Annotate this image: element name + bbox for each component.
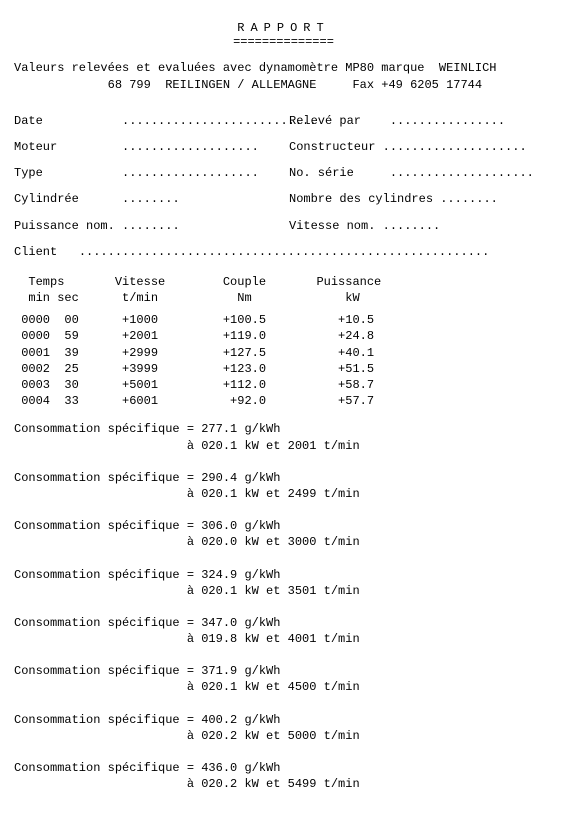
field-gap bbox=[43, 113, 122, 129]
field-dots-left: ........................... bbox=[122, 113, 316, 129]
consumption-block: Consommation spécifique = 277.1 g/kWh à … bbox=[14, 421, 553, 453]
field-right: Relevé par ................ bbox=[289, 113, 553, 129]
data-row: 0001 39 +2999 +127.5 +40.1 bbox=[14, 345, 553, 361]
field-dots-right: ................ bbox=[390, 113, 505, 129]
consumption-block: Consommation spécifique = 324.9 g/kWh à … bbox=[14, 567, 553, 599]
field-gap bbox=[433, 191, 440, 207]
field-left: Puissance nom. ........ bbox=[14, 218, 289, 234]
field-right: No. série .................... bbox=[289, 165, 553, 181]
field-dots-right: .................... bbox=[390, 165, 534, 181]
data-row: 0002 25 +3999 +123.0 +51.5 bbox=[14, 361, 553, 377]
report-title-underline: ============== bbox=[14, 34, 553, 50]
header-block: Valeurs relevées et evaluées avec dynamo… bbox=[14, 60, 553, 92]
data-row: 0003 30 +5001 +112.0 +58.7 bbox=[14, 377, 553, 393]
field-row-client: Client .................................… bbox=[14, 244, 553, 260]
data-row: 0004 33 +6001 +92.0 +57.7 bbox=[14, 393, 553, 409]
header-line-2: 68 799 REILINGEN / ALLEMAGNE Fax +49 620… bbox=[14, 77, 553, 93]
field-label-right: No. série bbox=[289, 165, 354, 181]
field-label-left: Puissance nom. bbox=[14, 218, 115, 234]
field-gap bbox=[43, 165, 122, 181]
field-label-left: Cylindrée bbox=[14, 191, 79, 207]
fields-section: Date ...........................Relevé p… bbox=[14, 113, 553, 260]
field-gap bbox=[361, 113, 390, 129]
field-dots-left: ................... bbox=[122, 165, 259, 181]
field-label-left: Moteur bbox=[14, 139, 57, 155]
field-dots-client bbox=[57, 244, 79, 260]
field-gap bbox=[57, 139, 122, 155]
data-rows: 0000 00 +1000 +100.5 +10.5 0000 59 +2001… bbox=[14, 312, 553, 409]
field-label-left: Type bbox=[14, 165, 43, 181]
field-label-client: Client bbox=[14, 244, 57, 260]
data-header-2: min sec t/min Nm kW bbox=[14, 290, 553, 306]
consumption-block: Consommation spécifique = 436.0 g/kWh à … bbox=[14, 760, 553, 792]
data-row: 0000 59 +2001 +119.0 +24.8 bbox=[14, 328, 553, 344]
field-label-right: Constructeur bbox=[289, 139, 375, 155]
field-dots-left: ........ bbox=[122, 191, 180, 207]
field-right: Constructeur .................... bbox=[289, 139, 553, 155]
field-dots-right: .................... bbox=[383, 139, 527, 155]
field-dots-right: ........ bbox=[383, 218, 441, 234]
field-label-right: Vitesse nom. bbox=[289, 218, 375, 234]
consumption-block: Consommation spécifique = 347.0 g/kWh à … bbox=[14, 615, 553, 647]
field-dots-right: ........ bbox=[440, 191, 498, 207]
consumption-block: Consommation spécifique = 400.2 g/kWh à … bbox=[14, 712, 553, 744]
field-label-right: Nombre des cylindres bbox=[289, 191, 433, 207]
consumption-block: Consommation spécifique = 306.0 g/kWh à … bbox=[14, 518, 553, 550]
field-gap bbox=[115, 218, 122, 234]
field-left: Type ................... bbox=[14, 165, 289, 181]
data-row: 0000 00 +1000 +100.5 +10.5 bbox=[14, 312, 553, 328]
field-label-right: Relevé par bbox=[289, 113, 361, 129]
field-row: Cylindrée ........Nombre des cylindres .… bbox=[14, 191, 553, 207]
consumption-block: Consommation spécifique = 290.4 g/kWh à … bbox=[14, 470, 553, 502]
field-gap bbox=[79, 191, 122, 207]
field-row: Puissance nom. ........Vitesse nom. ....… bbox=[14, 218, 553, 234]
field-row: Type ...................No. série ......… bbox=[14, 165, 553, 181]
field-row: Date ...........................Relevé p… bbox=[14, 113, 553, 129]
consumption-block: Consommation spécifique = 371.9 g/kWh à … bbox=[14, 663, 553, 695]
consumption-section: Consommation spécifique = 277.1 g/kWh à … bbox=[14, 421, 553, 792]
header-line-1: Valeurs relevées et evaluées avec dynamo… bbox=[14, 60, 553, 76]
field-gap bbox=[375, 218, 382, 234]
field-dots-left: ................... bbox=[122, 139, 259, 155]
field-left: Cylindrée ........ bbox=[14, 191, 289, 207]
field-left: Moteur ................... bbox=[14, 139, 289, 155]
field-dots-client-value: ........................................… bbox=[79, 244, 489, 260]
data-header-block: Temps Vitesse Couple Puissance min sec t… bbox=[14, 274, 553, 306]
field-right: Vitesse nom. ........ bbox=[289, 218, 553, 234]
field-label-left: Date bbox=[14, 113, 43, 129]
field-gap bbox=[354, 165, 390, 181]
field-left: Date ........................... bbox=[14, 113, 289, 129]
field-row: Moteur ...................Constructeur .… bbox=[14, 139, 553, 155]
field-right: Nombre des cylindres ........ bbox=[289, 191, 553, 207]
field-dots-left: ........ bbox=[122, 218, 180, 234]
field-gap bbox=[375, 139, 382, 155]
data-header-1: Temps Vitesse Couple Puissance bbox=[14, 274, 553, 290]
